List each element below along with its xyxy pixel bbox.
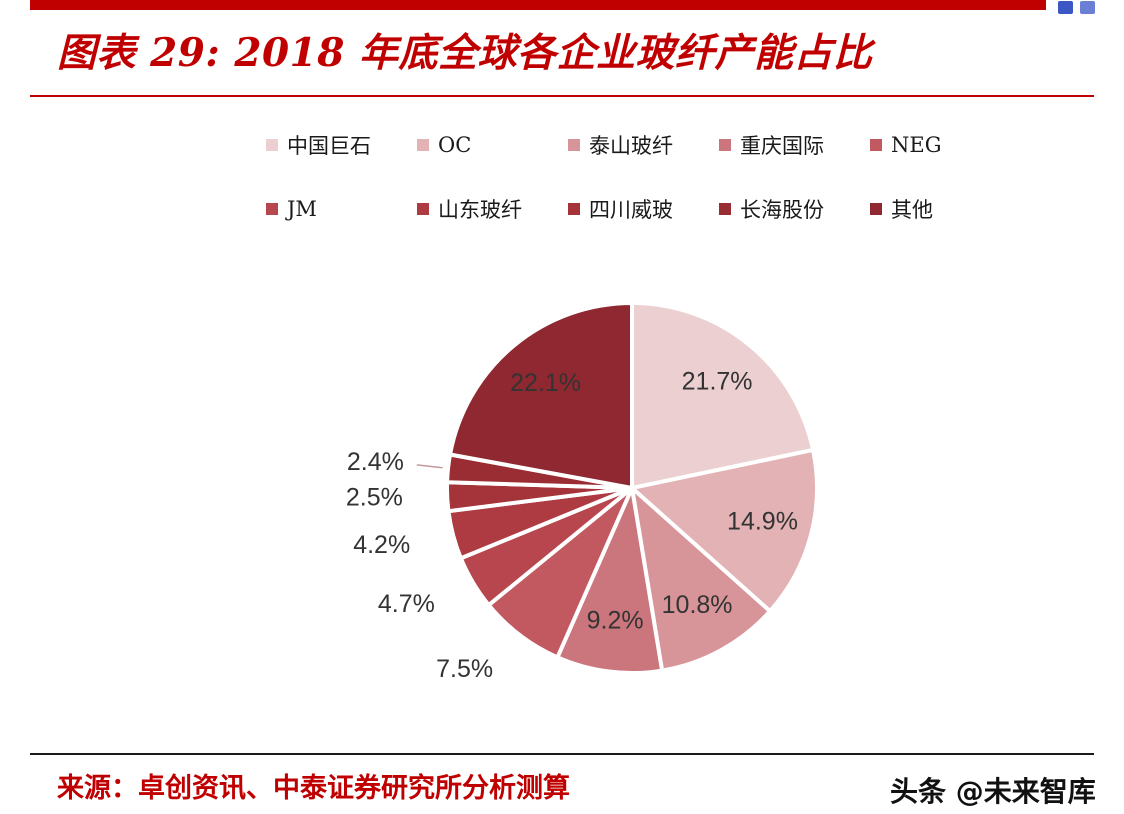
figure-title: 图表 29: 2018 年底全球各企业玻纤产能占比 (57, 30, 873, 76)
pie-chart: 21.7% 14.9% 10.8% 9.2% 7.5% 4.7% 4.2% 2.5% 2.4% 2… (230, 278, 1030, 708)
pie-slice-0 (630, 301, 816, 490)
pie-label-6: 4.2% (353, 531, 410, 559)
legend-swatch (568, 203, 580, 215)
top-accent-bar (30, 0, 1046, 10)
window-decoration (1058, 1, 1095, 14)
legend-label: 山东玻纤 (438, 198, 522, 222)
legend-label: 重庆国际 (740, 134, 824, 158)
legend-swatch (870, 203, 882, 215)
footer-divider (30, 753, 1094, 755)
pie-label-3: 9.2% (587, 607, 644, 635)
pie-slice-1 (630, 447, 819, 614)
legend-item-9: 其他 (870, 194, 1021, 224)
pie-slice-9 (448, 301, 634, 490)
pie-label-0: 21.7% (682, 368, 753, 396)
pie-label-7: 2.5% (346, 483, 403, 511)
chart-legend: 中国巨石 OC 泰山玻纤 重庆国际 NEG JM 山东玻纤 四川威玻 长海股份 其他 (266, 130, 1021, 224)
legend-item-1: OC (417, 130, 568, 160)
legend-item-8: 长海股份 (719, 194, 870, 224)
legend-item-5: JM (266, 194, 417, 224)
legend-label: OC (438, 133, 472, 157)
watermark: 头条 @未来智库 (890, 775, 1096, 808)
legend-swatch (568, 139, 580, 151)
pie-label-leader-line (416, 464, 443, 469)
legend-label: 泰山玻纤 (589, 134, 673, 158)
legend-label: JM (287, 197, 317, 221)
legend-swatch (266, 203, 278, 215)
pie-slice-2 (630, 486, 772, 673)
window-decoration-icon (1058, 1, 1073, 14)
pie-svg: 21.7% 14.9% 10.8% 9.2% 7.5% 4.7% 4.2% 2.5% 2.4% 2… (346, 301, 819, 683)
source-note: 来源：卓创资讯、中泰证券研究所分析测算 (57, 773, 570, 804)
legend-item-6: 山东玻纤 (417, 194, 568, 224)
legend-swatch (266, 139, 278, 151)
legend-swatch (870, 139, 882, 151)
legend-swatch (417, 203, 429, 215)
legend-swatch (719, 203, 731, 215)
legend-label: 中国巨石 (287, 134, 371, 158)
pie-label-1: 14.9% (727, 507, 798, 535)
legend-item-3: 重庆国际 (719, 130, 870, 160)
pie-label-5: 4.7% (378, 590, 435, 618)
legend-label: 四川威玻 (589, 198, 673, 222)
legend-swatch (417, 139, 429, 151)
legend-label: 其他 (891, 198, 933, 222)
legend-label: NEG (891, 133, 942, 157)
legend-item-0: 中国巨石 (266, 130, 417, 160)
pie-label-4: 7.5% (436, 655, 493, 683)
pie-label-2: 10.8% (662, 591, 733, 619)
legend-swatch (719, 139, 731, 151)
title-underline (30, 95, 1094, 97)
window-decoration-icon (1080, 1, 1095, 14)
pie-slice-3 (555, 486, 665, 675)
legend-item-4: NEG (870, 130, 1021, 160)
legend-label: 长海股份 (740, 198, 824, 222)
pie-label-8: 2.4% (347, 448, 404, 476)
legend-item-2: 泰山玻纤 (568, 130, 719, 160)
legend-item-7: 四川威玻 (568, 194, 719, 224)
pie-label-9: 22.1% (510, 369, 581, 397)
